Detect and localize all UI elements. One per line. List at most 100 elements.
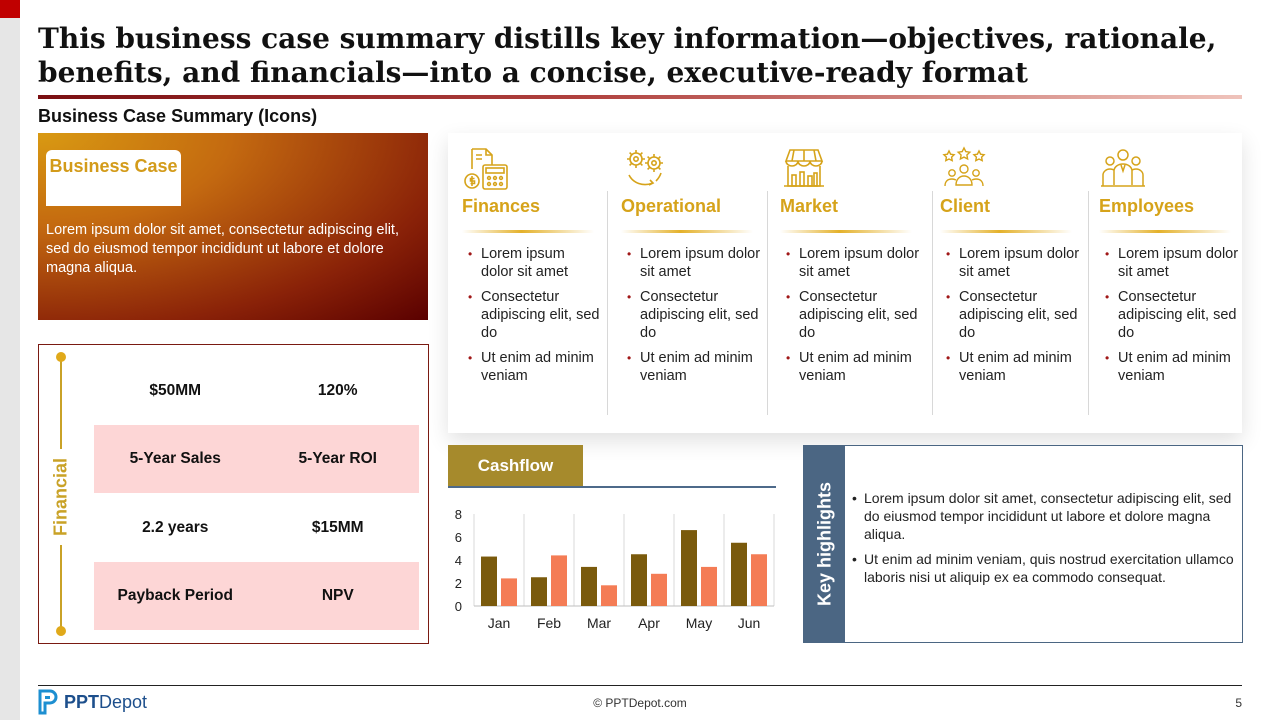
- x-tick-label: May: [686, 615, 712, 631]
- chart-bar: [601, 585, 617, 606]
- y-tick-label: 8: [455, 507, 462, 522]
- list-item: Ut enim ad minim veniam: [468, 349, 601, 385]
- key-highlights-label: Key highlights: [804, 446, 845, 642]
- key-highlights-label-text: Key highlights: [814, 481, 834, 607]
- category-title: Client: [940, 196, 991, 216]
- financial-value: 120%: [317, 382, 358, 399]
- logo-text-bold: PPT: [64, 692, 100, 712]
- cashflow-tab: Cashflow: [448, 445, 583, 487]
- logo-mark-icon: [38, 689, 58, 715]
- gears-cycle-icon: [627, 150, 663, 186]
- category-employees: Employees Lorem ipsum dolor sit amet Con…: [1085, 133, 1242, 433]
- financial-row: Payback Period NPV: [94, 562, 419, 630]
- x-tick-label: Feb: [537, 615, 561, 631]
- list-item: Lorem ipsum dolor sit amet: [468, 245, 601, 281]
- category-rule: [940, 230, 1072, 233]
- list-item: Consectetur adipiscing elit, sed do: [1105, 288, 1242, 342]
- key-highlights-box: Key highlights Lorem ipsum dolor sit ame…: [803, 445, 1243, 643]
- category-rule: [780, 230, 912, 233]
- copyright: © PPTDepot.com: [593, 696, 687, 710]
- financial-metric: 5-Year Sales: [129, 450, 221, 467]
- list-item: Lorem ipsum dolor sit amet: [1105, 245, 1242, 281]
- list-item: Consectetur adipiscing elit, sed do: [946, 288, 1083, 342]
- page-number: 5: [1235, 696, 1242, 710]
- financial-metric: Payback Period: [117, 587, 233, 604]
- category-list: Lorem ipsum dolor sit amet Consectetur a…: [627, 245, 764, 392]
- chart-bar: [581, 566, 597, 606]
- y-tick-label: 0: [455, 599, 462, 614]
- chart-bar: [531, 577, 547, 606]
- financial-label-text: Financial: [50, 457, 71, 537]
- financial-row: 5-Year Sales 5-Year ROI: [94, 425, 419, 493]
- category-title: Finances: [462, 196, 541, 216]
- key-highlights-list: Lorem ipsum dolor sit amet, consectetur …: [852, 489, 1234, 593]
- client-stars-icon: [942, 146, 986, 187]
- chart-bar: [631, 554, 647, 606]
- list-item: Lorem ipsum dolor sit amet, consectetur …: [852, 489, 1234, 543]
- financial-label: Financial: [45, 449, 77, 545]
- logo-text-rest: Depot: [99, 692, 148, 712]
- column-divider: [767, 191, 768, 415]
- market-stall-icon: [784, 149, 824, 187]
- list-item: Consectetur adipiscing elit, sed do: [786, 288, 923, 342]
- list-item: Consectetur adipiscing elit, sed do: [627, 288, 764, 342]
- y-tick-label: 6: [455, 530, 462, 545]
- financial-row: $50MM 120%: [94, 357, 419, 425]
- list-item: Ut enim ad minim veniam: [627, 349, 764, 385]
- financial-value: $15MM: [311, 519, 364, 536]
- cashflow-underline: [448, 486, 776, 488]
- chart-bar: [751, 554, 767, 606]
- y-tick-label: 4: [455, 553, 462, 568]
- business-case-box: Business Case Lorem ipsum dolor sit amet…: [38, 133, 428, 320]
- financial-row: 2.2 years $15MM: [94, 494, 419, 562]
- category-rule: [621, 230, 753, 233]
- column-divider: [932, 191, 933, 415]
- category-list: Lorem ipsum dolor sit amet Consectetur a…: [468, 245, 601, 392]
- financial-value: 2.2 years: [142, 519, 209, 536]
- list-item: Lorem ipsum dolor sit amet: [946, 245, 1083, 281]
- list-item: Lorem ipsum dolor sit amet: [786, 245, 923, 281]
- category-title: Employees: [1099, 196, 1195, 216]
- category-list: Lorem ipsum dolor sit amet Consectetur a…: [1105, 245, 1242, 392]
- financial-metric: 5-Year ROI: [298, 450, 377, 467]
- slide-title: This business case summary distills key …: [38, 22, 1217, 89]
- x-tick-label: Apr: [638, 615, 660, 631]
- chart-bar: [701, 566, 717, 606]
- x-tick-label: Mar: [587, 615, 611, 631]
- slide-subtitle: Business Case Summary (Icons): [38, 106, 318, 126]
- category-list: Lorem ipsum dolor sit amet Consectetur a…: [946, 245, 1083, 392]
- y-tick-label: 2: [455, 576, 462, 591]
- categories-panel: Finances Lorem ipsum dolor sit amet Cons…: [448, 133, 1242, 433]
- list-item: Ut enim ad minim veniam: [1105, 349, 1242, 385]
- category-list: Lorem ipsum dolor sit amet Consectetur a…: [786, 245, 923, 392]
- chart-bar: [501, 578, 517, 606]
- category-title: Market: [780, 196, 839, 216]
- financial-value: $50MM: [149, 382, 202, 399]
- corner-mark: [0, 0, 20, 18]
- column-divider: [607, 191, 608, 415]
- chart-bar: [651, 573, 667, 606]
- employees-group-icon: [1101, 149, 1145, 187]
- category-finances: Finances Lorem ipsum dolor sit amet Cons…: [448, 133, 607, 433]
- timeline-dot-top: [56, 352, 66, 362]
- list-item: Lorem ipsum dolor sit amet: [627, 245, 764, 281]
- financial-metric: NPV: [321, 587, 354, 604]
- x-tick-label: Jan: [488, 615, 511, 631]
- column-divider: [1088, 191, 1089, 415]
- chart-bar: [551, 555, 567, 606]
- category-title: Operational: [621, 196, 722, 216]
- list-item: Ut enim ad minim veniam: [946, 349, 1083, 385]
- logo-text: PPTDepot: [64, 692, 147, 713]
- category-operational: Operational Lorem ipsum dolor sit amet C…: [607, 133, 767, 433]
- financial-box: Financial $50MM 120% 5-Year Sales 5-Year…: [38, 344, 429, 644]
- left-strip: [0, 0, 20, 720]
- chart-bar: [481, 556, 497, 606]
- x-tick-label: Jun: [738, 615, 761, 631]
- pptdepot-logo: PPTDepot: [38, 689, 198, 717]
- cashflow-chart: 0 2 4 6 8 Jan Feb Mar Apr May Jun: [455, 507, 775, 631]
- list-item: Consectetur adipiscing elit, sed do: [468, 288, 601, 342]
- category-rule: [1099, 230, 1231, 233]
- category-client: Client Lorem ipsum dolor sit amet Consec…: [926, 133, 1088, 433]
- business-case-label: Business Case: [46, 150, 181, 206]
- category-rule: [462, 230, 594, 233]
